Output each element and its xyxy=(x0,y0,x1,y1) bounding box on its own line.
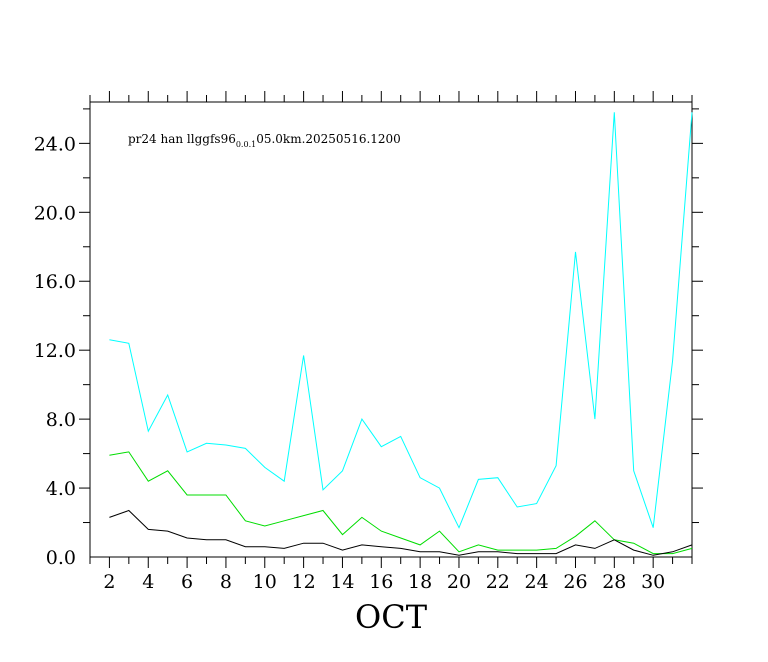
y-tick-label: 4.0 xyxy=(46,478,76,500)
x-tick-label: 4 xyxy=(142,571,154,593)
annotation-suffix: 05.0km.20250516.1200 xyxy=(256,132,401,146)
x-tick-label: 26 xyxy=(563,571,587,593)
y-tick-label: 8.0 xyxy=(46,409,76,431)
y-tick-label: 16.0 xyxy=(34,271,76,293)
x-tick-label: 30 xyxy=(641,571,665,593)
y-tick-label: 20.0 xyxy=(34,202,76,224)
x-tick-label: 14 xyxy=(330,571,354,593)
x-tick-label: 12 xyxy=(292,571,316,593)
series-line-3 xyxy=(109,509,693,556)
plot-frame xyxy=(89,101,693,558)
series-line-2 xyxy=(109,451,693,555)
x-tick-label: 16 xyxy=(369,571,393,593)
x-tick-label: 24 xyxy=(525,571,549,593)
chart-annotation: pr24 han llggfs960.0.105.0km.20250516.12… xyxy=(128,132,401,149)
series-line-1 xyxy=(109,112,693,529)
x-tick-label: 28 xyxy=(602,571,626,593)
y-axis-ticks: 0.0 4.0 8.0 12.0 16.0 20.0 24.0 xyxy=(34,108,703,569)
x-tick-label: 8 xyxy=(220,571,232,593)
x-tick-label: 6 xyxy=(181,571,193,593)
x-tick-label: 18 xyxy=(408,571,432,593)
x-tick-label: 10 xyxy=(253,571,277,593)
x-tick-label: 2 xyxy=(103,571,115,593)
annotation-prefix: pr24 han llggfs96 xyxy=(128,132,236,146)
x-axis-ticks: 2 4 6 8 10 12 14 16 18 20 22 24 26 28 30 xyxy=(89,91,693,593)
y-tick-label: 0.0 xyxy=(46,547,76,569)
x-axis-title: OCT xyxy=(355,598,428,636)
x-tick-label: 22 xyxy=(486,571,510,593)
series-layer xyxy=(109,112,693,556)
y-tick-label: 12.0 xyxy=(34,340,76,362)
x-tick-label: 20 xyxy=(447,571,471,593)
annotation-subscript: 0.0.1 xyxy=(236,140,256,149)
y-tick-label: 24.0 xyxy=(34,133,76,155)
